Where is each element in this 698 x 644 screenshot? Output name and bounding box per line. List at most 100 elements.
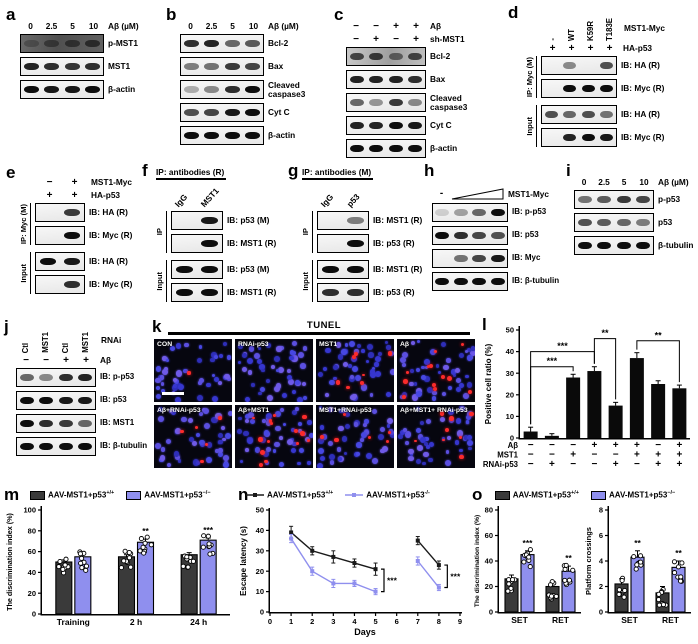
- blot-band: [453, 278, 468, 285]
- legend-marker: [494, 490, 510, 500]
- blot-row: IB: MST1 (R): [317, 211, 422, 230]
- lane-label: 10: [248, 21, 259, 31]
- blot-lane: [452, 232, 471, 239]
- chart-text: 8: [599, 506, 603, 515]
- cell-nucleus: [243, 430, 249, 437]
- condition-value: +: [591, 440, 597, 451]
- blot-lane: [21, 63, 42, 70]
- blot-band: [636, 219, 651, 226]
- cell-nucleus: [423, 441, 428, 447]
- blot-box: [35, 252, 85, 271]
- cell-nucleus: [206, 382, 211, 387]
- blot-lane: [343, 240, 368, 247]
- blot-band: [224, 86, 240, 93]
- cell-nucleus: [265, 446, 272, 453]
- data-point: [185, 564, 191, 570]
- blot-lane: [56, 374, 76, 381]
- tunel-title-underline: [168, 332, 470, 335]
- group-label-col: Input: [154, 260, 165, 302]
- cell-nucleus: [424, 376, 430, 382]
- blot-band: [597, 196, 612, 203]
- tunel-positive-cell: [293, 428, 299, 434]
- cell-nucleus: [341, 436, 348, 442]
- chart-text: 40: [28, 568, 36, 577]
- cell-nucleus: [291, 355, 298, 362]
- cell-nucleus: [262, 451, 269, 457]
- blot-row: IB: p53 (M): [171, 260, 276, 279]
- blot-rows: Bcl-2 Bax Cleaved caspase3 Cyt C β-actin: [180, 34, 305, 145]
- data-point: [527, 564, 533, 570]
- cell-nucleus: [173, 383, 178, 388]
- cell-nucleus: [254, 353, 261, 360]
- panel-b-body: 0 2.5 5 10 Aβ (µM) Bcl-2 Bax Cleaved caspase3 Cy…: [180, 20, 334, 145]
- group-line: [312, 260, 313, 302]
- group-label-col: Input: [524, 105, 535, 147]
- group-label: IP: [155, 228, 164, 236]
- data-point: [140, 544, 146, 550]
- blot-lane: [614, 196, 634, 203]
- blot-lane: [489, 232, 508, 239]
- chart-text: 0: [599, 608, 603, 617]
- chart-text: SET: [511, 615, 528, 625]
- blot-band: [224, 63, 240, 70]
- blot-band: [224, 132, 240, 139]
- group-line: [536, 105, 537, 147]
- cell-nucleus: [247, 358, 254, 364]
- tunel-image: CON: [154, 338, 232, 402]
- cell-nucleus: [351, 366, 358, 373]
- blot-band: [183, 109, 199, 116]
- chart-text: 60: [485, 531, 493, 540]
- blot-row: IB: MST1: [16, 414, 147, 433]
- blot-band: [600, 62, 614, 69]
- cell-nucleus: [425, 419, 431, 425]
- blot-rows: IB: p53 (M) IB: MST1 (R): [171, 260, 276, 302]
- tunel-positive-cell: [388, 430, 391, 434]
- blot-band: [563, 62, 577, 69]
- data-point: [562, 566, 568, 572]
- bar: [566, 377, 581, 438]
- blot-box: [541, 128, 617, 147]
- significance-bracket: [381, 568, 385, 593]
- cell-nucleus: [303, 396, 308, 401]
- data-point: [207, 551, 213, 557]
- blot-rows: Bcl-2 Bax Cleaved caspase3 Cyt C β-actin: [346, 47, 467, 158]
- blot-box: [35, 203, 85, 222]
- condition-value: +: [549, 459, 555, 470]
- blot-band: [490, 232, 505, 239]
- blot-box: [16, 368, 96, 387]
- blot-lane: [367, 99, 387, 106]
- cell-nucleus: [244, 419, 249, 423]
- blot-band: [201, 240, 218, 247]
- chart-text: 80: [28, 526, 36, 535]
- blot-lane: [56, 443, 76, 450]
- condition-value: +: [83, 354, 89, 366]
- cell-nucleus: [247, 412, 254, 419]
- condition-value: +: [570, 450, 576, 461]
- legend-label: AAV-MST1+p53+/+: [512, 490, 579, 500]
- cell-nucleus: [424, 359, 430, 366]
- blot-band: [472, 255, 487, 262]
- cell-nucleus: [173, 379, 179, 385]
- blot-band: [435, 209, 450, 216]
- data-point: [622, 587, 628, 594]
- legend-marker: [30, 490, 45, 500]
- chart-text: 10: [506, 412, 514, 421]
- blot-band: [490, 209, 505, 216]
- data-point: [57, 558, 63, 565]
- blot-rows: IB: p-p53 IB: p53 IB: MST1 IB: β-tubulin: [16, 368, 147, 456]
- cell-nucleus: [317, 372, 323, 378]
- cell-nucleus: [463, 393, 470, 399]
- blot-lane: [181, 109, 202, 116]
- cell-nucleus: [441, 391, 446, 397]
- panel-l-body: 0 10 20 30 40 50 Positive cell ratio (%) *** ***…: [482, 320, 698, 489]
- data-point: [415, 559, 420, 563]
- blot-lane: [575, 219, 595, 226]
- blot-label: IB: Myc (R): [621, 132, 665, 143]
- cell-nucleus: [415, 459, 421, 465]
- blot-box: [574, 213, 654, 232]
- lane-labels-row: Ctl MST1 Ctl MST1 RNAi: [16, 322, 156, 354]
- chart-n: 0 10 20 30 40 50 0 1 2 3 4 5 6 7 8 9 Days Escape latency …: [239, 506, 462, 637]
- data-point: [656, 591, 662, 597]
- cell-nucleus: [410, 340, 416, 346]
- blot-band: [581, 134, 595, 141]
